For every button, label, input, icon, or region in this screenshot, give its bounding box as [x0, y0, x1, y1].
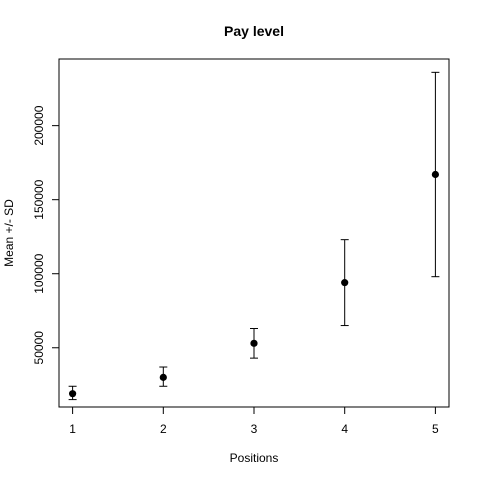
y-tick-label: 200000 — [32, 105, 46, 145]
error-bars — [68, 71, 440, 401]
x-tick-label: 2 — [160, 422, 167, 436]
x-tick-label: 1 — [69, 422, 76, 436]
data-point — [250, 339, 258, 347]
data-point — [341, 279, 349, 287]
y-axis-label: Mean +/- SD — [2, 199, 16, 267]
y-tick-label: 150000 — [32, 179, 46, 219]
y-tick-label: 100000 — [32, 253, 46, 293]
x-tick-label: 5 — [432, 422, 439, 436]
chart-title: Pay level — [224, 23, 284, 39]
data-point — [159, 373, 167, 381]
x-axis: 1 2 3 4 5 — [69, 406, 439, 436]
data-point — [431, 170, 439, 179]
x-tick-label: 3 — [251, 422, 258, 436]
data-points — [69, 170, 439, 398]
y-axis: 50000 100000 150000 200000 — [32, 105, 60, 365]
data-point — [69, 390, 77, 398]
y-tick-label: 50000 — [32, 331, 46, 365]
x-tick-label: 4 — [341, 422, 348, 436]
x-axis-label: Positions — [230, 451, 279, 465]
